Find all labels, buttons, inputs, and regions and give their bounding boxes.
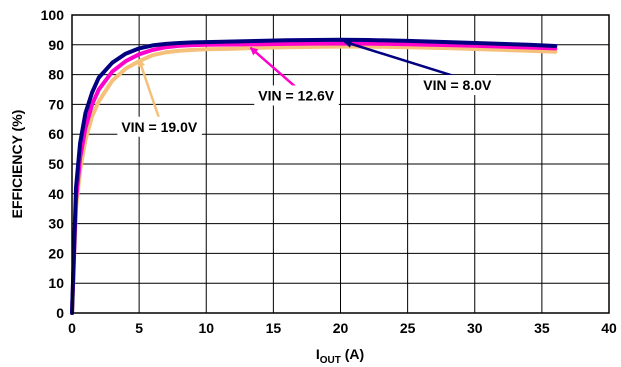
x-tick-label: 15	[266, 320, 282, 336]
x-tick-label: 35	[534, 320, 550, 336]
y-tick-label: 10	[48, 275, 64, 291]
annotation-label-background	[254, 85, 339, 106]
annotation-label: VIN = 8.0V	[423, 77, 492, 93]
x-axis-label-main: I	[316, 346, 320, 362]
series-line-2	[70, 37, 558, 315]
x-axis-label: IOUT (A)	[316, 346, 364, 366]
series-group	[70, 37, 558, 315]
x-tick-label: 20	[333, 320, 349, 336]
y-tick-label: 30	[48, 216, 64, 232]
annotation-arrow	[249, 46, 298, 89]
x-tick-label: 30	[467, 320, 483, 336]
y-tick-label: 50	[48, 156, 64, 172]
annotation-label-background	[419, 75, 497, 96]
y-tick-label: 20	[48, 245, 64, 261]
x-tick-label: 0	[68, 320, 76, 336]
x-tick-label: 5	[135, 320, 143, 336]
y-tick-label: 40	[48, 186, 64, 202]
x-tick-label: 25	[400, 320, 416, 336]
plot-border	[71, 14, 610, 314]
y-tick-label: 80	[48, 67, 64, 83]
y-tick-label: 70	[48, 96, 64, 112]
x-tick-label: 40	[601, 320, 617, 336]
annotation-label-background	[117, 116, 202, 137]
y-tick-label: 0	[56, 305, 64, 321]
x-axis-label-unit: (A)	[341, 346, 364, 362]
y-axis-label: EFFICIENCY (%)	[9, 110, 25, 219]
y-tick-labels: 0 10 20 30 40 50 60 70 80 90 100	[41, 7, 65, 321]
grid	[72, 15, 609, 313]
series-line-1	[70, 41, 558, 315]
x-tick-labels: 0 5 10 15 20 25 30 35 40	[68, 320, 617, 336]
y-tick-label: 90	[48, 37, 64, 53]
annotations: VIN = 19.0V VIN = 12.6V VIN = 8.0V	[117, 40, 497, 137]
y-tick-label: 60	[48, 126, 64, 142]
annotation-label: VIN = 19.0V	[121, 119, 198, 135]
annotation-arrow	[137, 58, 161, 120]
x-tick-label: 10	[198, 320, 214, 336]
y-tick-label: 100	[41, 7, 65, 23]
x-axis-label-subscript: OUT	[320, 355, 341, 366]
series-line-0	[70, 44, 558, 315]
annotation-label: VIN = 12.6V	[258, 87, 335, 103]
annotation-arrow	[343, 40, 458, 79]
